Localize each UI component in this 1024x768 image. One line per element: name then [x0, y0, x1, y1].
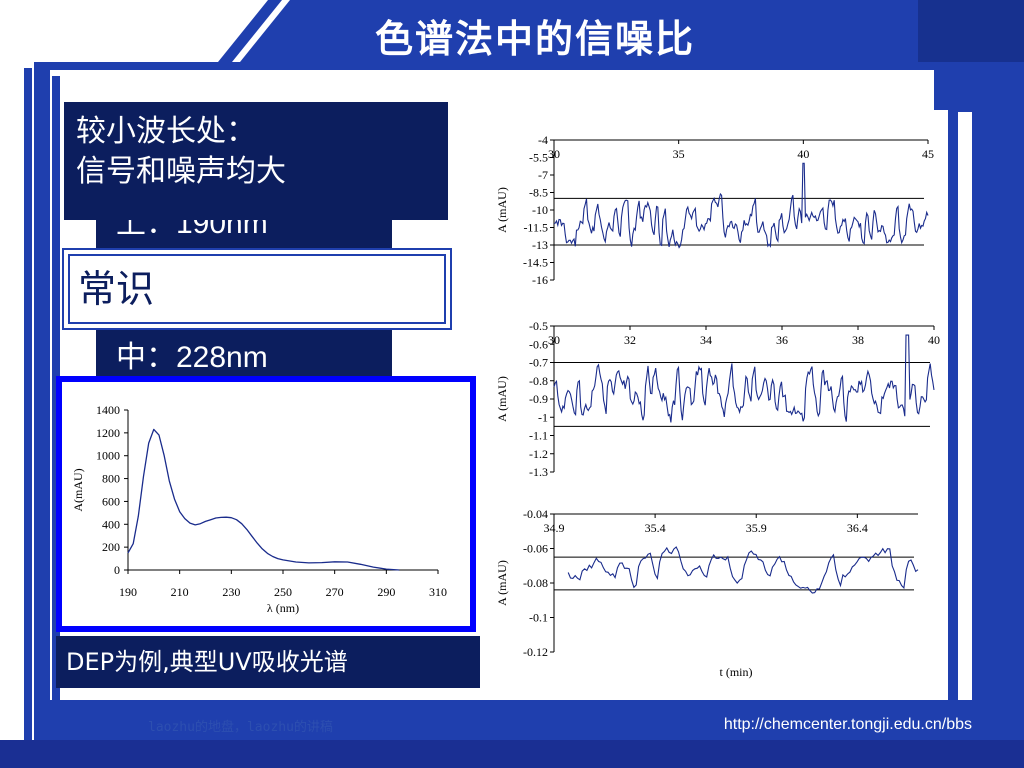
- frame-right-bar: [934, 62, 1024, 768]
- y-tick-label: -1.3: [529, 465, 548, 479]
- x-tick-label: 34.9: [544, 521, 565, 535]
- y-tick-label: -1.1: [529, 429, 548, 443]
- y-tick-label: -8.5: [529, 186, 548, 200]
- frame-right-inner-bar: [948, 112, 958, 712]
- footer-band-lower: [0, 740, 1024, 768]
- noise-chart-top: -4 -5.5 -7 -8.5 -10 -11.5 -13 -14.5 -16 30 35 40 45 A…: [482, 110, 948, 286]
- chart-background: [482, 300, 948, 486]
- callout-top-line-2: 信号和噪声均大: [76, 154, 286, 189]
- y-axis-label: A (mAU): [495, 187, 509, 233]
- x-axis-label: t (min): [720, 665, 753, 679]
- y-tick-label: -0.8: [529, 374, 548, 388]
- x-axis-label: λ (nm): [267, 601, 299, 615]
- y-axis-label: A (mAU): [495, 560, 509, 606]
- y-tick-label: -0.12: [523, 645, 548, 659]
- noise-chart-middle: -0.5 -0.6 -0.7 -0.8 -0.9 -1 -1.1 -1.2 -1.3 30 32 34…: [482, 300, 948, 486]
- x-tick-label: 34: [700, 333, 712, 347]
- x-tick-label: 40: [797, 147, 809, 161]
- footer-note: laozhu的地盘，laozhu的讲稿: [148, 720, 333, 735]
- callout-top-box: 较小波长处： 信号和噪声均大: [64, 102, 448, 220]
- noise-trace: [553, 162, 929, 249]
- y-tick-label: -0.7: [529, 356, 548, 370]
- callout-common-box: 常识: [62, 248, 452, 330]
- chart-background: [482, 494, 948, 682]
- x-tick-label: 310: [429, 585, 447, 599]
- y-tick-label: -16: [532, 273, 548, 286]
- y-tick-label: -11.5: [523, 221, 548, 235]
- title-band-edge: [918, 0, 1024, 62]
- y-tick-label: -7: [538, 168, 548, 182]
- uv-caption: DEP为例,典型UV吸收光谱: [56, 636, 480, 688]
- x-tick-label: 40: [928, 333, 940, 347]
- footer-url[interactable]: http://chemcenter.tongji.edu.cn/bbs: [723, 716, 972, 733]
- callout-top-line-1: 较小波长处：: [76, 114, 256, 149]
- x-tick-label: 45: [922, 147, 934, 161]
- y-tick-label: -0.1: [529, 611, 548, 625]
- y-tick-label: -1.2: [529, 447, 548, 461]
- noise-chart-bottom: -0.04 -0.06 -0.08 -0.1 -0.12 34.9 35.4 35.9 36.4…: [482, 494, 948, 682]
- noise-trace: [553, 334, 935, 423]
- y-tick-label: -0.9: [529, 392, 548, 406]
- callout-common-text: 常识: [78, 267, 155, 311]
- uv-caption-text: DEP为例,典型UV吸收光谱: [66, 648, 348, 676]
- x-tick-label: 30: [548, 333, 560, 347]
- y-tick-label: -14.5: [523, 256, 548, 270]
- title-band: [240, 0, 1024, 62]
- x-tick-label: 190: [119, 585, 137, 599]
- x-tick-label: 290: [377, 585, 395, 599]
- x-tick-label: 36.4: [847, 521, 868, 535]
- x-tick-label: 250: [274, 585, 292, 599]
- y-axis-label: A(mAU): [71, 468, 85, 511]
- y-tick-label: -5.5: [529, 151, 548, 165]
- slide-title: 色谱法中的信噪比: [374, 17, 695, 61]
- uv-panel-frame: [56, 376, 476, 632]
- y-tick-label: 1400: [96, 403, 120, 417]
- x-tick-label: 38: [852, 333, 864, 347]
- uv-spectrum-chart: 0 200 400 600 800 1000 1200 1400 190 210 230 250 270…: [71, 403, 447, 615]
- y-tick-label: 1000: [96, 449, 120, 463]
- y-tick-label: 600: [102, 494, 120, 508]
- wavelength-label-228-text: 中：228nm: [116, 341, 268, 374]
- y-tick-label: 400: [102, 517, 120, 531]
- footer-band: [34, 700, 1024, 740]
- x-tick-label: 35.9: [746, 521, 767, 535]
- frame-outer-left: [24, 68, 32, 740]
- y-tick-label: -1: [538, 410, 548, 424]
- y-tick-label: -0.6: [529, 337, 548, 351]
- y-tick-label: 0: [114, 563, 120, 577]
- x-tick-label: 30: [548, 147, 560, 161]
- y-tick-label: 800: [102, 472, 120, 486]
- frame-left-bar: [34, 62, 50, 712]
- x-tick-label: 36: [776, 333, 788, 347]
- noise-trace: [567, 546, 919, 594]
- y-tick-label: -4: [538, 133, 548, 147]
- x-tick-label: 35: [673, 147, 685, 161]
- x-tick-label: 32: [624, 333, 636, 347]
- y-tick-label: -0.5: [529, 319, 548, 333]
- x-tick-label: 35.4: [645, 521, 666, 535]
- x-tick-label: 210: [171, 585, 189, 599]
- y-tick-label: -13: [532, 238, 548, 252]
- y-tick-label: 200: [102, 540, 120, 554]
- y-tick-label: -10: [532, 203, 548, 217]
- y-tick-label: 1200: [96, 426, 120, 440]
- y-axis-label: A (mAU): [495, 376, 509, 422]
- y-tick-label: -0.06: [523, 542, 548, 556]
- x-tick-label: 230: [222, 585, 240, 599]
- frame-top-bar: [34, 62, 934, 70]
- title-band-stripe: [218, 0, 282, 62]
- uv-spectrum-line: [127, 428, 400, 571]
- x-tick-label: 270: [326, 585, 344, 599]
- y-tick-label: -0.04: [523, 507, 548, 521]
- y-tick-label: -0.08: [523, 576, 548, 590]
